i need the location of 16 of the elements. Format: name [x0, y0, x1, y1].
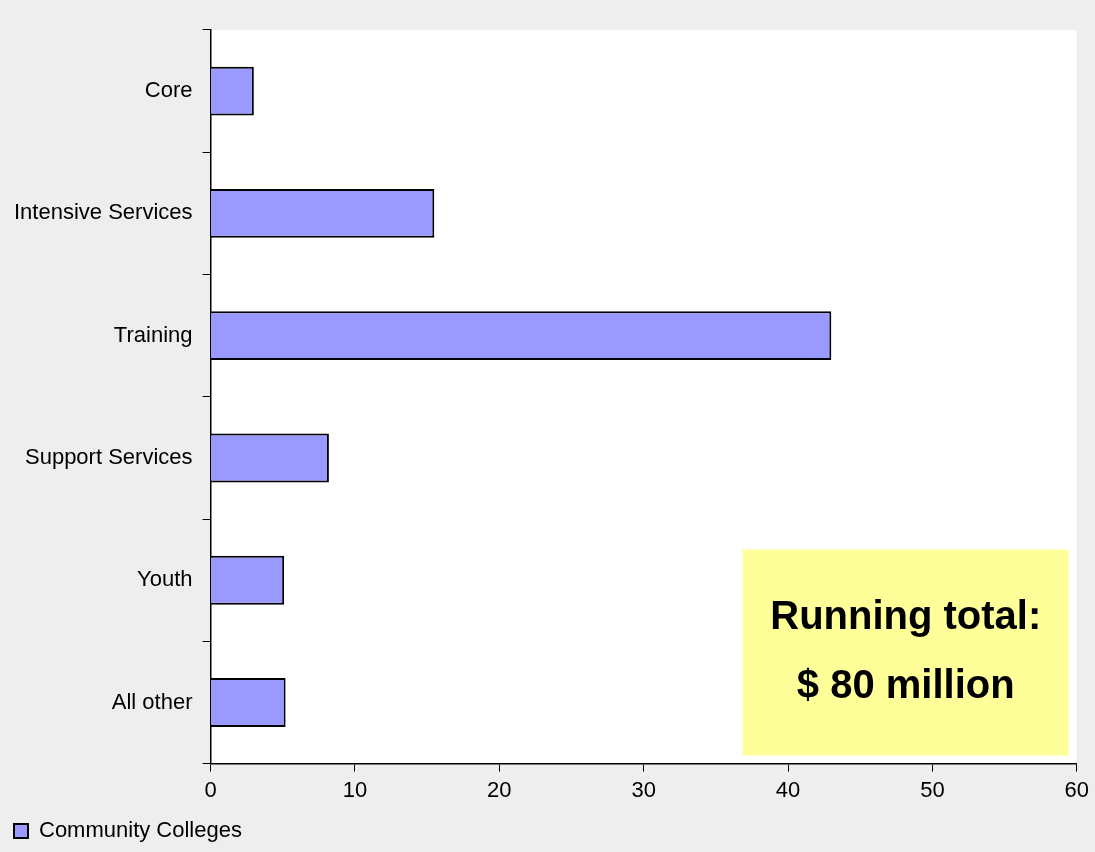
- x-tick-label: 40: [775, 776, 801, 802]
- y-tick-label: Training: [113, 321, 193, 347]
- annotation: Running total:: [770, 593, 1042, 638]
- x-tick-label: 0: [204, 776, 217, 802]
- y-tick-label: Youth: [137, 566, 193, 592]
- annotation: $ 80 million: [796, 661, 1015, 706]
- x-tick-label: 60: [1064, 776, 1090, 802]
- y-tick-label: All other: [111, 688, 193, 714]
- y-tick-label: Support Services: [24, 444, 193, 469]
- x-tick-label: 30: [631, 776, 656, 802]
- x-tick-label: 20: [487, 776, 512, 802]
- x-tick-label: 50: [920, 776, 945, 802]
- x-tick-label: 10: [342, 776, 368, 802]
- legend-label: Community Colleges: [39, 817, 242, 843]
- y-tick-label: Core: [144, 77, 193, 103]
- y-tick-label: Intensive Services: [13, 199, 193, 225]
